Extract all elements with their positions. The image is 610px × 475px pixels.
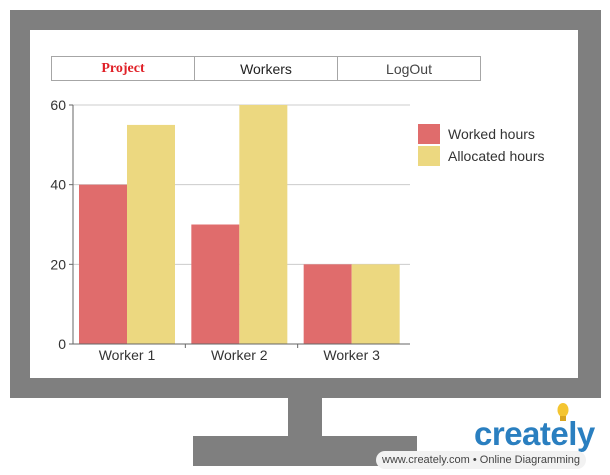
tab-logout[interactable]: LogOut — [386, 60, 432, 77]
y-tick-label: 40 — [50, 177, 66, 193]
x-tick-label: Worker 3 — [323, 347, 380, 363]
bar-worked-hours — [303, 264, 352, 344]
legend-swatch — [418, 146, 440, 166]
bar-worked-hours — [191, 224, 240, 344]
tab-workers[interactable]: Workers — [195, 57, 338, 80]
lightbulb-icon — [557, 403, 569, 421]
bar-allocated-hours — [239, 105, 288, 344]
bar-allocated-hours — [127, 124, 175, 345]
top-nav: Project Workers LogOut — [51, 56, 481, 81]
bar-allocated-hours — [351, 264, 400, 344]
tab-project[interactable]: Project — [52, 57, 195, 80]
x-tick-label: Worker 2 — [211, 347, 268, 363]
monitor-neck — [288, 398, 322, 436]
legend-label: Worked hours — [448, 126, 535, 142]
bar-worked-hours — [79, 184, 127, 344]
creately-logo: creately — [474, 415, 595, 452]
legend-swatch — [418, 124, 440, 144]
x-tick-label: Worker 1 — [99, 347, 156, 363]
creately-tagline[interactable]: www.creately.com • Online Diagramming — [376, 451, 587, 469]
y-tick-label: 20 — [50, 256, 66, 272]
y-tick-label: 0 — [58, 336, 66, 352]
y-tick-label: 60 — [50, 97, 66, 113]
legend-label: Allocated hours — [448, 148, 545, 164]
